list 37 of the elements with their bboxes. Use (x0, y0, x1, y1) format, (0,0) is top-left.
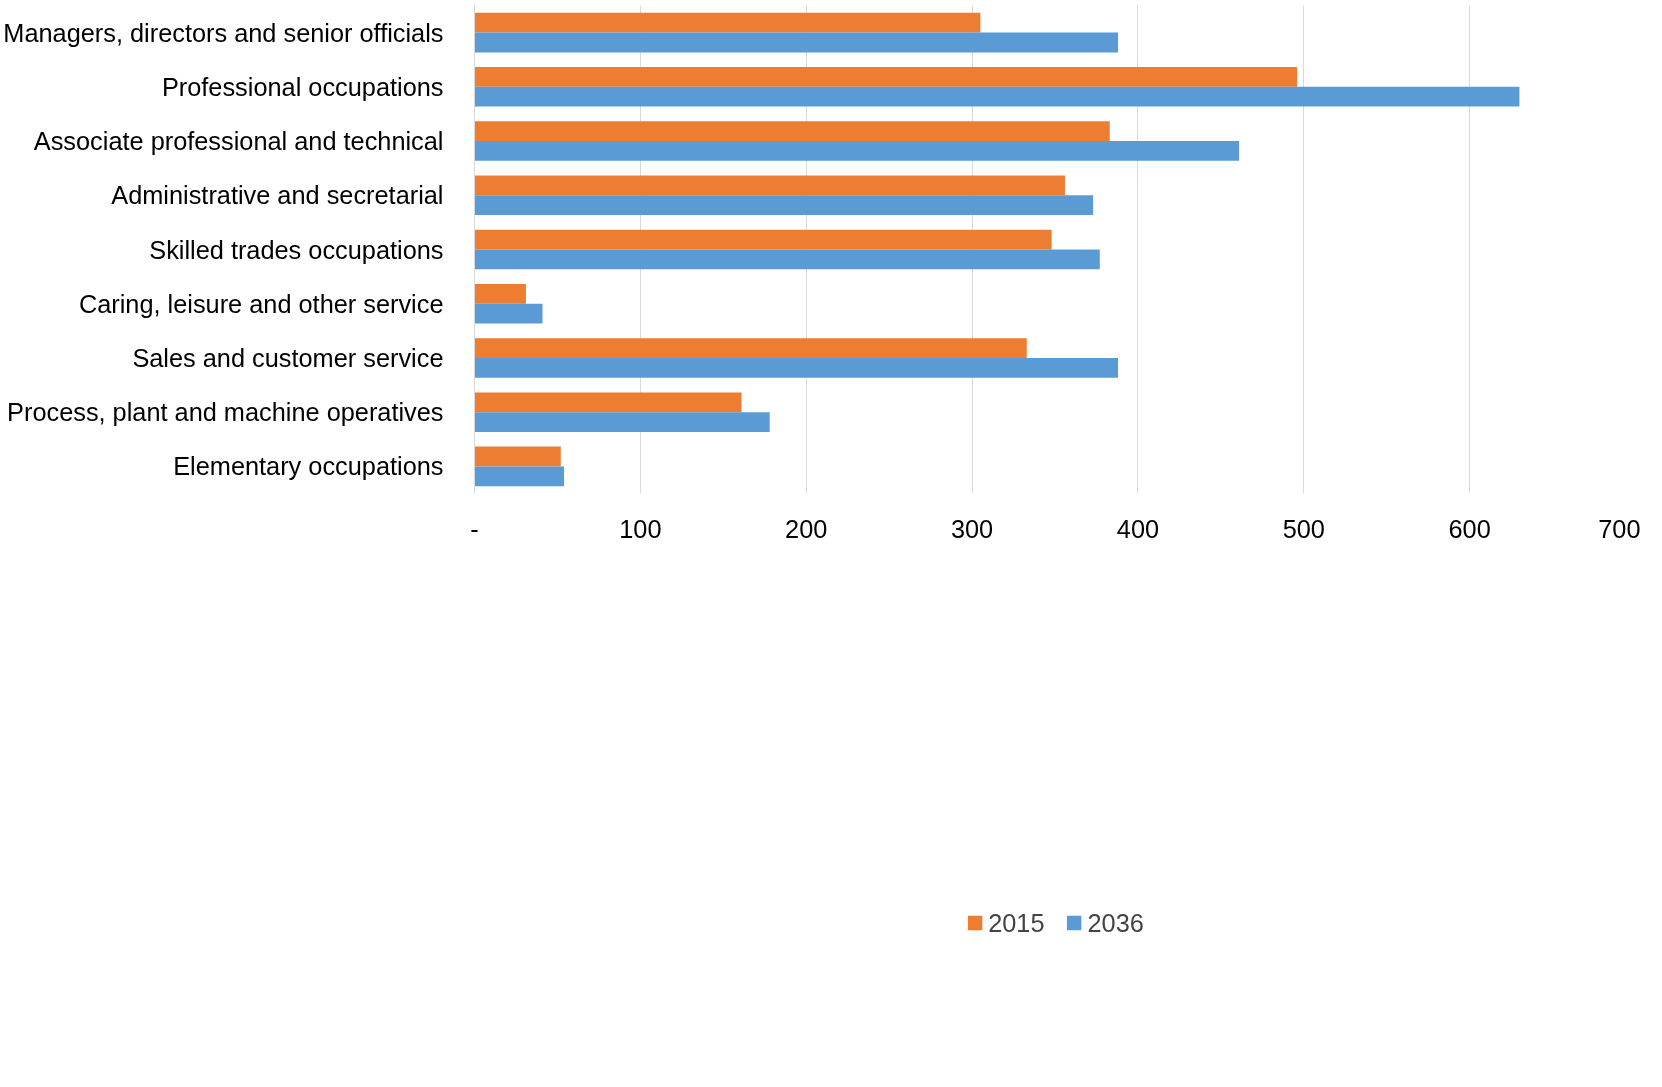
x-tick-label: 400 (1116, 514, 1160, 543)
y-tick-label: Managers, directors and senior officials (3, 18, 444, 47)
bar (474, 338, 1027, 358)
bar (474, 283, 526, 304)
y-tick-label: Process, plant and machine operatives (7, 398, 444, 427)
x-tick-label: 700 (1598, 514, 1641, 543)
bar (474, 32, 1119, 53)
bar (474, 121, 1110, 142)
x-tick-label: - (470, 514, 479, 543)
x-tick-label: 200 (785, 514, 828, 543)
bar (474, 67, 1298, 87)
bar (474, 357, 1119, 378)
legend-label: 2015 (988, 908, 1045, 938)
legend-label: 2036 (1087, 908, 1144, 938)
bar (474, 412, 770, 432)
bar (474, 195, 1094, 216)
y-tick-label: Sales and customer service (132, 343, 444, 372)
bar (474, 141, 1240, 161)
x-tick-label: 600 (1448, 514, 1491, 543)
bar (474, 466, 565, 487)
bar (474, 12, 981, 33)
y-tick-label: Elementary occupations (173, 452, 444, 481)
y-tick-label: Administrative and secretarial (111, 181, 444, 210)
y-tick-label: Skilled trades occupations (149, 235, 444, 264)
y-tick-label: Caring, leisure and other service (78, 289, 444, 318)
bar (474, 229, 1052, 250)
bar (474, 175, 1065, 196)
x-tick-label: 300 (950, 514, 994, 543)
bar (474, 303, 543, 324)
y-tick-label: Professional occupations (161, 72, 444, 101)
bar (474, 446, 561, 467)
x-tick-label: 100 (619, 514, 662, 543)
bar (474, 86, 1520, 107)
x-tick-label: 500 (1282, 514, 1325, 543)
bar (474, 249, 1100, 270)
bar (474, 392, 742, 413)
y-tick-label: Associate professional and technical (33, 127, 444, 156)
